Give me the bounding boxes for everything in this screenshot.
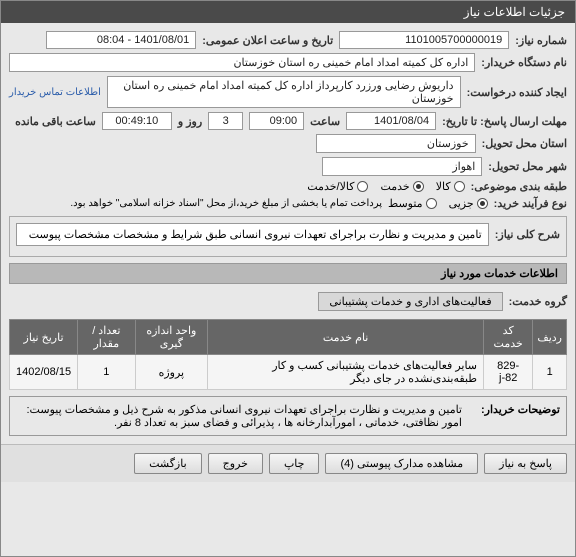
col-date: تاریخ نیاز — [10, 320, 78, 355]
cat-opt-c: کالا/خدمت — [307, 180, 354, 193]
buyer-note-text: تامین و مدیریت و نظارت براجرای تعهدات نی… — [16, 403, 462, 429]
city-value: اهواز — [322, 157, 482, 176]
cat-radio-b[interactable] — [413, 181, 424, 192]
process-radio-group: جزیی متوسط — [388, 197, 488, 210]
cell-code: 829-82-j — [484, 355, 533, 390]
print-button[interactable]: چاپ — [269, 453, 320, 474]
requester-label: ایجاد کننده درخواست: — [467, 86, 567, 99]
proc-opt-a: جزیی — [449, 197, 474, 210]
form-area: شماره نیاز: 1101005700000019 تاریخ و ساع… — [1, 23, 575, 444]
group-label: گروه خدمت: — [509, 295, 567, 308]
proc-radio-b[interactable] — [426, 198, 437, 209]
cat-opt-a: کالا — [436, 180, 451, 193]
remaining-value: 00:49:10 — [102, 112, 172, 130]
overall-label: شرح کلی نیاز: — [495, 228, 560, 241]
deadline-label: مهلت ارسال پاسخ: تا تاریخ: — [442, 115, 567, 128]
remaining-label: ساعت باقی مانده — [15, 115, 96, 128]
table-row: 1 829-82-j سایر فعالیت‌های خدمات پشتیبان… — [10, 355, 567, 390]
pub-date-label: تاریخ و ساعت اعلان عمومی: — [202, 34, 333, 47]
days-label: روز و — [178, 115, 202, 128]
contact-link[interactable]: اطلاعات تماس خریدار — [9, 87, 101, 98]
cat-opt-b: خدمت — [380, 180, 409, 193]
proc-radio-a[interactable] — [477, 198, 488, 209]
category-label: طبقه بندی موضوعی: — [471, 180, 567, 193]
details-window: جزئیات اطلاعات نیاز شماره نیاز: 11010057… — [0, 0, 576, 557]
reply-button[interactable]: پاسخ به نیاز — [484, 453, 567, 474]
days-value: 3 — [208, 112, 243, 130]
button-bar: پاسخ به نیاز مشاهده مدارک پیوستی (4) چاپ… — [1, 444, 575, 482]
back-button[interactable]: بازگشت — [134, 453, 202, 474]
deadline-time: 09:00 — [249, 112, 304, 130]
col-idx: ردیف — [533, 320, 567, 355]
need-no-label: شماره نیاز: — [515, 34, 567, 47]
province-label: استان محل تحویل: — [482, 137, 567, 150]
need-no-value: 1101005700000019 — [339, 31, 509, 49]
services-table: ردیف کد خدمت نام خدمت واحد اندازه گیری ت… — [9, 319, 567, 390]
buyer-note-box: توضیحات خریدار: تامین و مدیریت و نظارت ب… — [9, 396, 567, 436]
deadline-date: 1401/08/04 — [346, 112, 436, 130]
buyer-org-value: اداره کل کمیته امداد امام خمینی ره استان… — [9, 53, 475, 72]
category-radio-group: کالا خدمت کالا/خدمت — [307, 180, 464, 193]
buyer-org-label: نام دستگاه خریدار: — [481, 56, 567, 69]
exit-button[interactable]: خروج — [208, 453, 263, 474]
col-name: نام خدمت — [208, 320, 484, 355]
cat-radio-c[interactable] — [357, 181, 368, 192]
cell-idx: 1 — [533, 355, 567, 390]
pub-date-value: 1401/08/01 - 08:04 — [46, 31, 196, 49]
process-label: نوع فرآیند خرید: — [494, 197, 567, 210]
proc-opt-b: متوسط — [388, 197, 423, 210]
payment-note: پرداخت تمام یا بخشی از مبلغ خرید،از محل … — [70, 198, 382, 209]
table-header-row: ردیف کد خدمت نام خدمت واحد اندازه گیری ت… — [10, 320, 567, 355]
cell-name: سایر فعالیت‌های خدمات پشتیبانی کسب و کار… — [208, 355, 484, 390]
cell-date: 1402/08/15 — [10, 355, 78, 390]
col-qty: تعداد / مقدار — [78, 320, 135, 355]
overall-desc-section: شرح کلی نیاز: تامین و مدیریت و نظارت برا… — [9, 216, 567, 257]
services-section-title: اطلاعات خدمات مورد نیاز — [9, 263, 567, 284]
window-title: جزئیات اطلاعات نیاز — [1, 1, 575, 23]
overall-desc: تامین و مدیریت و نظارت براجرای تعهدات نی… — [16, 223, 489, 246]
requester-value: داریوش رضایی ورزرد کارپرداز اداره کل کمی… — [107, 76, 461, 108]
attachments-button[interactable]: مشاهده مدارک پیوستی (4) — [325, 453, 478, 474]
city-label: شهر محل تحویل: — [488, 160, 567, 173]
cat-radio-a[interactable] — [454, 181, 465, 192]
group-value: فعالیت‌های اداری و خدمات پشتیبانی — [318, 292, 502, 311]
province-value: خوزستان — [316, 134, 476, 153]
cell-unit: پروژه — [135, 355, 208, 390]
buyer-note-label: توضیحات خریدار: — [470, 403, 560, 429]
cell-qty: 1 — [78, 355, 135, 390]
col-code: کد خدمت — [484, 320, 533, 355]
col-unit: واحد اندازه گیری — [135, 320, 208, 355]
time-label: ساعت — [310, 115, 340, 128]
